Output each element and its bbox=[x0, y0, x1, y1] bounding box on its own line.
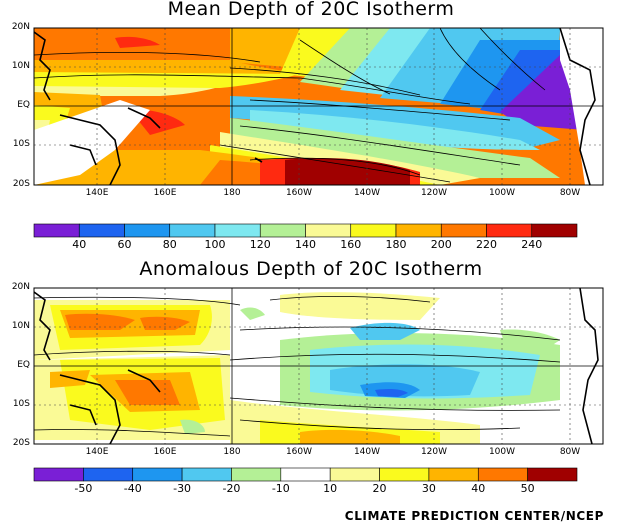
top-lon-label-120w: 120W bbox=[420, 188, 448, 198]
anomaly-depth-map bbox=[34, 288, 603, 444]
top-lon-label-180: 180 bbox=[223, 188, 241, 198]
colorbar-swatch bbox=[132, 467, 183, 482]
colorbar-label: -10 bbox=[271, 482, 290, 495]
mean-depth-title: Mean Depth of 20C Isotherm bbox=[167, 0, 455, 20]
bottom-lon-label-160w: 160W bbox=[285, 447, 313, 457]
bottom-lon-label-180: 180 bbox=[223, 447, 241, 457]
colorbar-swatch bbox=[33, 467, 84, 482]
bottom-lon-label-140w: 140W bbox=[353, 447, 381, 457]
top-lon-label-140e: 140E bbox=[85, 188, 109, 198]
colorbar-swatch bbox=[477, 467, 528, 482]
colorbar-swatch bbox=[486, 223, 533, 238]
colorbar-label: 10 bbox=[323, 482, 338, 495]
colorbar-label: 80 bbox=[162, 238, 177, 251]
colorbar-swatch bbox=[231, 467, 282, 482]
colorbar-swatch bbox=[124, 223, 171, 238]
credit-text: CLIMATE PREDICTION CENTER/NCEP bbox=[344, 509, 604, 523]
colorbar-label: 40 bbox=[72, 238, 87, 251]
colorbar-swatch bbox=[440, 223, 487, 238]
colorbar-swatch bbox=[531, 223, 578, 238]
colorbar-label: -40 bbox=[123, 482, 142, 495]
colorbar-label: 40 bbox=[471, 482, 486, 495]
colorbar-swatch bbox=[379, 467, 430, 482]
colorbar-label: 120 bbox=[249, 238, 271, 251]
colorbar-label: 20 bbox=[372, 482, 387, 495]
colorbar-swatch bbox=[78, 223, 125, 238]
colorbar-swatch bbox=[329, 467, 380, 482]
bottom-lat-label-20n: 20N bbox=[11, 282, 30, 292]
colorbar-swatch bbox=[280, 467, 331, 482]
top-lon-label-160e: 160E bbox=[153, 188, 177, 198]
colorbar-label: 30 bbox=[421, 482, 436, 495]
top-lat-label-20n: 20N bbox=[11, 22, 30, 32]
colorbar-label: 240 bbox=[521, 238, 543, 251]
bottom-lon-label-160e: 160E bbox=[153, 447, 177, 457]
top-lat-label-20s: 20S bbox=[12, 179, 30, 189]
bottom-lon-label-120w: 120W bbox=[420, 447, 448, 457]
bottom-lon-label-140e: 140E bbox=[85, 447, 109, 457]
colorbar-swatch bbox=[350, 223, 397, 238]
colorbar-label: -30 bbox=[173, 482, 192, 495]
top-lon-label-140w: 140W bbox=[353, 188, 381, 198]
mean-depth-map bbox=[34, 28, 603, 185]
colorbar-swatch bbox=[259, 223, 306, 238]
colorbar-label: 140 bbox=[295, 238, 316, 251]
bottom-lon-label-100w: 100W bbox=[488, 447, 516, 457]
top-lon-label-80w: 80W bbox=[559, 188, 581, 198]
colorbar-swatch bbox=[527, 467, 578, 482]
colorbar-label: 220 bbox=[476, 238, 497, 251]
bottom-lat-label-20s: 20S bbox=[12, 438, 30, 448]
colorbar-label: 180 bbox=[385, 238, 407, 251]
bottom-lat-label-eq: EQ bbox=[17, 360, 30, 370]
colorbar-swatch bbox=[33, 223, 80, 238]
colorbar-label: 160 bbox=[340, 238, 362, 251]
anomaly-depth-title: Anomalous Depth of 20C Isotherm bbox=[139, 258, 483, 280]
colorbar-swatch bbox=[305, 223, 352, 238]
top-lon-label-160w: 160W bbox=[285, 188, 313, 198]
bottom-lon-label-80w: 80W bbox=[559, 447, 581, 457]
top-lon-label-100w: 100W bbox=[488, 188, 516, 198]
anomaly-depth-colorbar bbox=[33, 467, 578, 482]
colorbar-swatch bbox=[169, 223, 216, 238]
colorbar-swatch bbox=[428, 467, 479, 482]
colorbar-label: 60 bbox=[117, 238, 132, 251]
top-lat-label-10n: 10N bbox=[11, 61, 30, 71]
colorbar-swatch bbox=[395, 223, 442, 238]
colorbar-swatch bbox=[181, 467, 232, 482]
bottom-lat-label-10s: 10S bbox=[12, 399, 30, 409]
colorbar-label: -20 bbox=[222, 482, 241, 495]
colorbar-swatch bbox=[214, 223, 261, 238]
colorbar-label: -50 bbox=[74, 482, 93, 495]
colorbar-label: 50 bbox=[520, 482, 535, 495]
top-lat-label-10s: 10S bbox=[12, 139, 30, 149]
colorbar-swatch bbox=[83, 467, 134, 482]
top-lat-label-eq: EQ bbox=[17, 100, 30, 110]
mean-depth-colorbar bbox=[33, 223, 578, 238]
colorbar-label: 200 bbox=[430, 238, 452, 251]
colorbar-label: 100 bbox=[204, 238, 226, 251]
bottom-lat-label-10n: 10N bbox=[11, 321, 30, 331]
